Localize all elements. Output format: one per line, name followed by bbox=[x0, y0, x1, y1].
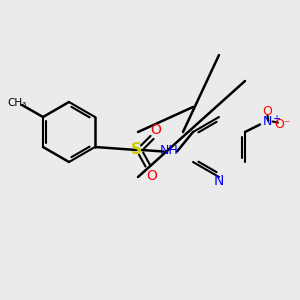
Text: +: + bbox=[272, 114, 280, 124]
Text: O: O bbox=[262, 105, 272, 118]
Text: NH: NH bbox=[160, 143, 179, 157]
Text: O: O bbox=[146, 169, 157, 182]
Text: S: S bbox=[131, 142, 142, 158]
Text: O: O bbox=[151, 123, 161, 137]
Text: N: N bbox=[214, 174, 224, 188]
Text: N: N bbox=[263, 115, 272, 128]
Text: O⁻: O⁻ bbox=[274, 118, 291, 131]
Text: CH₃: CH₃ bbox=[7, 98, 26, 109]
